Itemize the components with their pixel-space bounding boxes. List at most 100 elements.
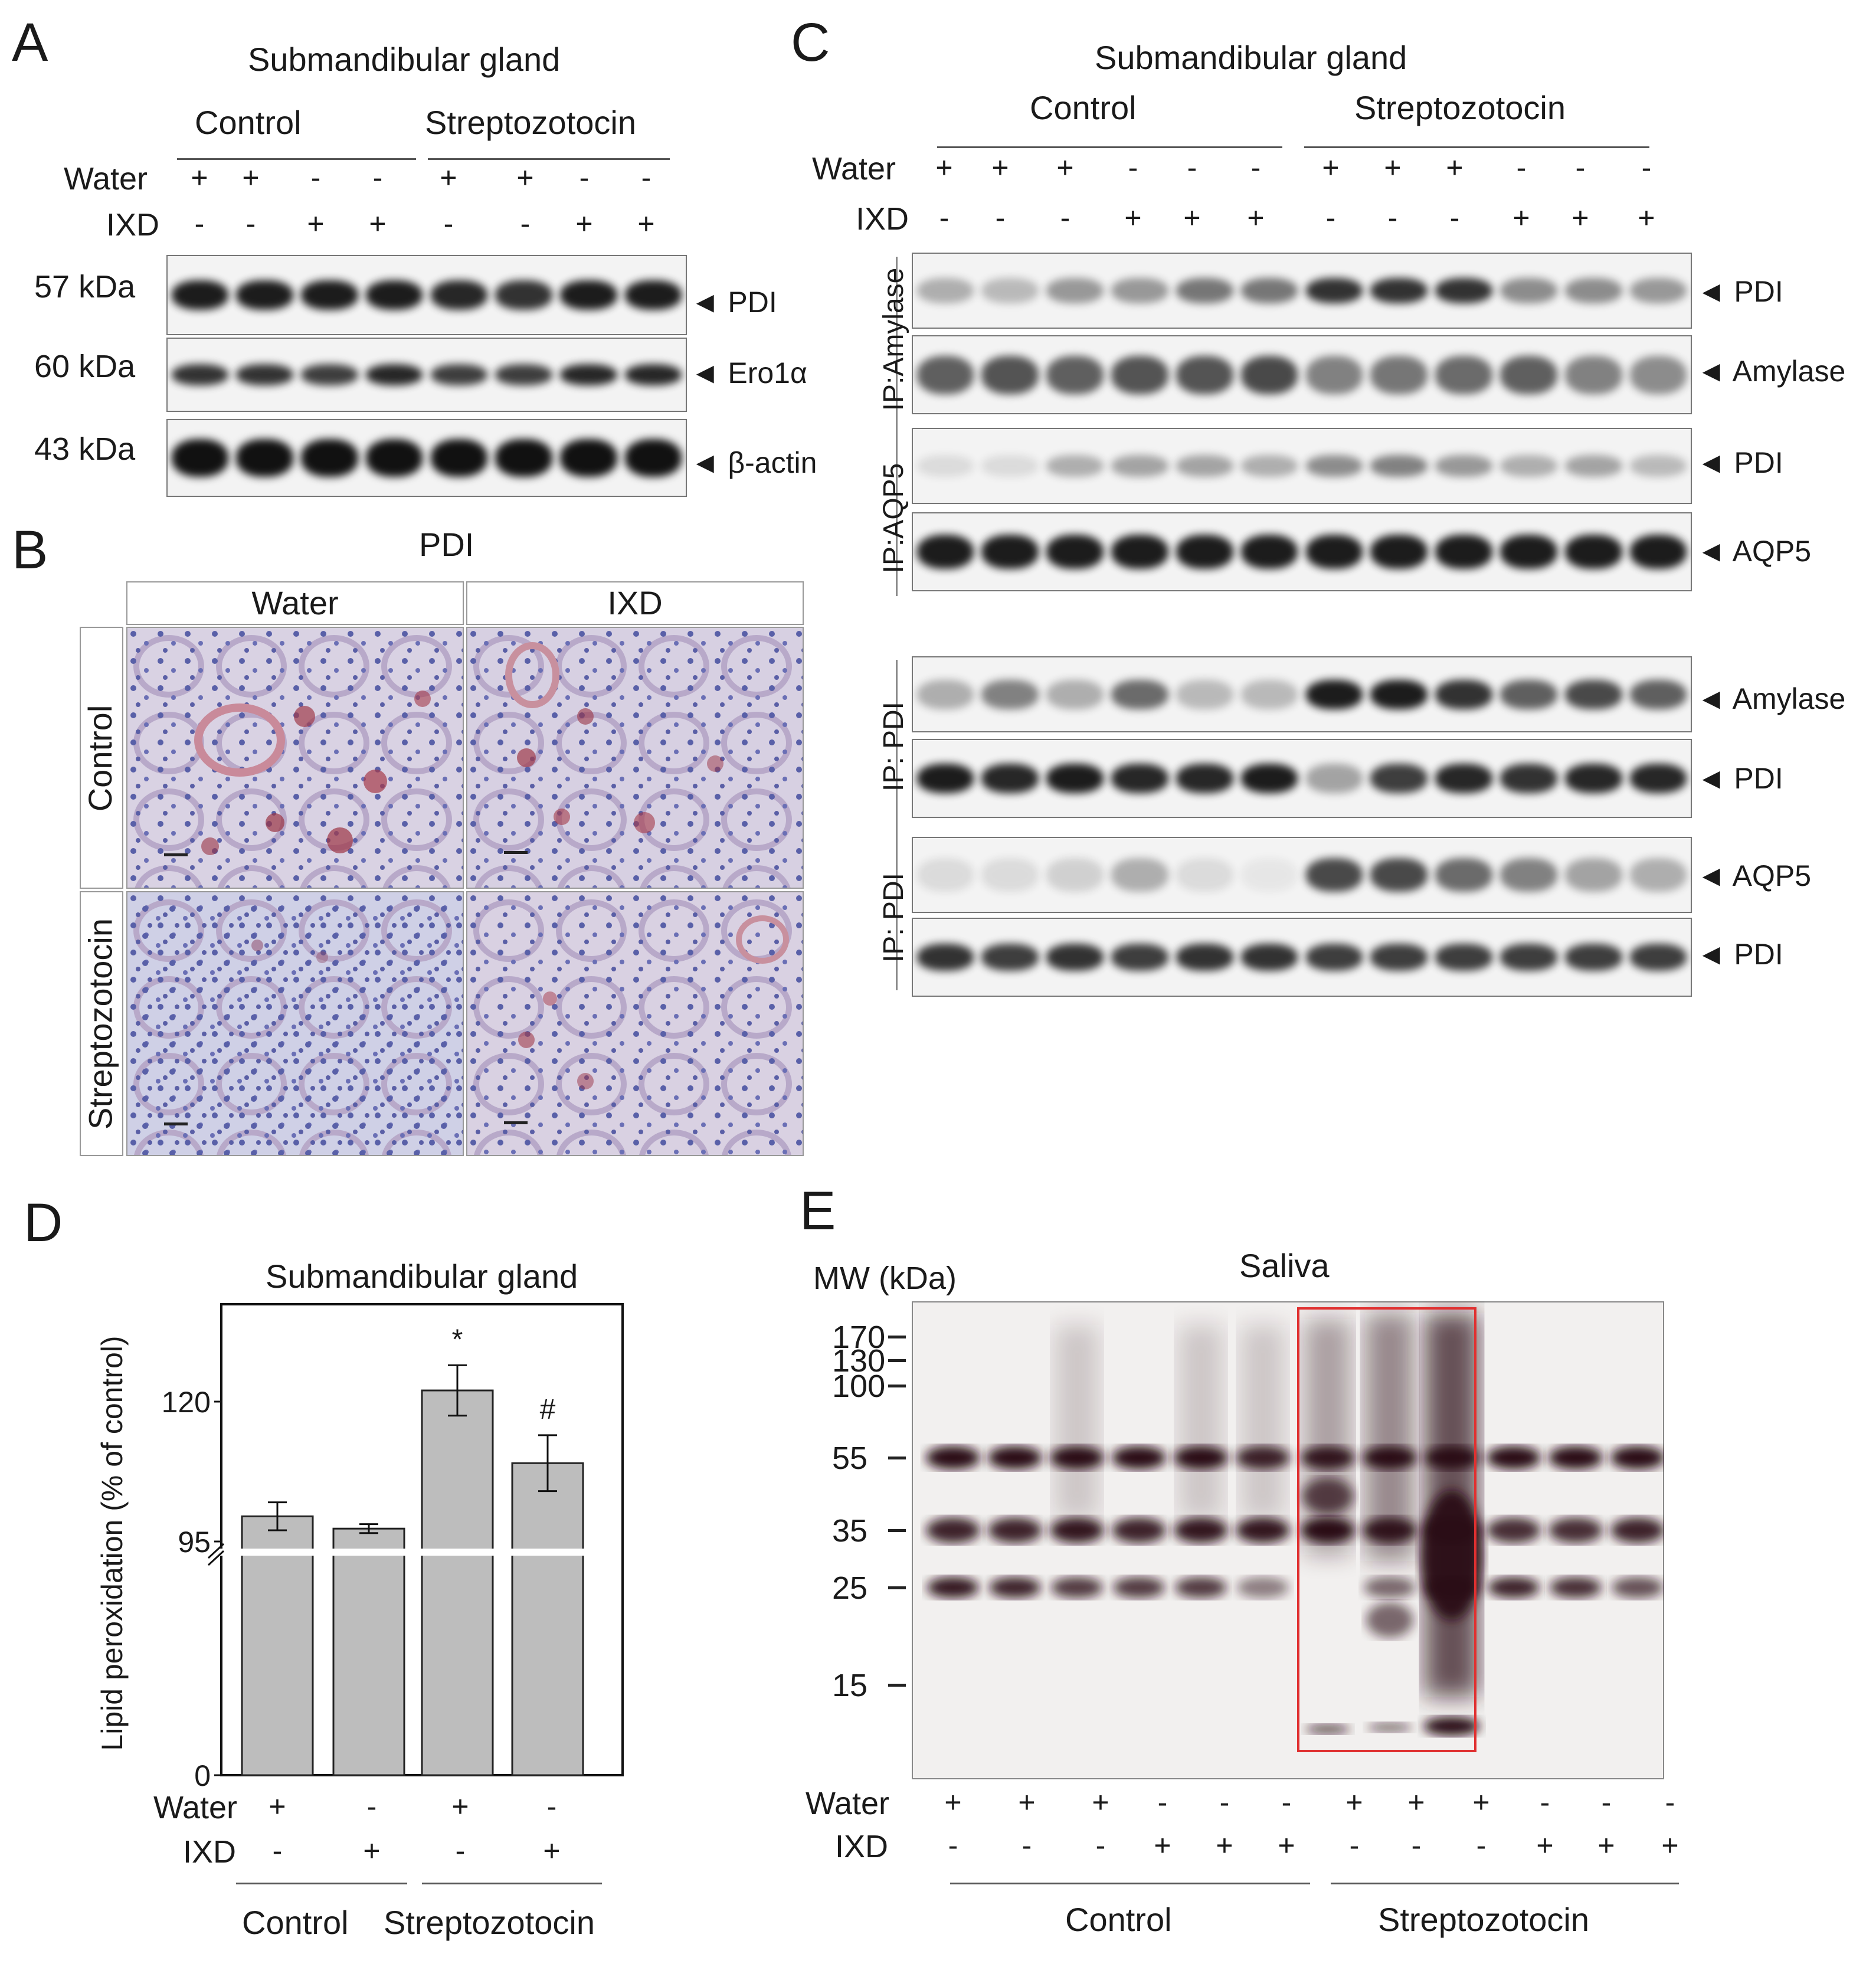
blot-band (981, 679, 1039, 709)
panel-a-mw-3: 43 kDa (34, 431, 136, 467)
sign: - (1325, 201, 1336, 234)
sign: + (935, 151, 953, 184)
panel-a-blot-ero1a (166, 338, 687, 412)
panel-c-blot-aqp5-ip-pdi (912, 428, 1692, 504)
mw-marker-label: 55 (832, 1441, 868, 1476)
panel-e-ixd-label: IXD (835, 1829, 889, 1864)
sign: + (1018, 1786, 1036, 1819)
panel-d-stz-underline (422, 1883, 602, 1884)
axis-break-mark (207, 1550, 225, 1566)
gel-band-25 (1051, 1577, 1103, 1598)
panel-c-label-4: ◄ AQP5 (1697, 535, 1812, 568)
blot-band (171, 364, 229, 386)
panel-a-mw-2: 60 kDa (34, 349, 136, 384)
blot-band (624, 280, 682, 310)
sign: - (1095, 1829, 1106, 1862)
gel-band-35 (1487, 1517, 1541, 1543)
panel-a-ixd-label: IXD (106, 207, 160, 243)
panel-c-water-label: Water (812, 151, 896, 186)
blot-band (1046, 764, 1104, 793)
blot-band (1564, 355, 1622, 394)
sign: + (1278, 1829, 1295, 1862)
panel-c-label-8: ◄ PDI (1697, 938, 1783, 971)
sign: - (372, 161, 383, 194)
blot-band (1500, 944, 1557, 971)
blot-band (495, 364, 552, 386)
blot-band (1046, 355, 1104, 394)
gel-band-55 (926, 1446, 980, 1469)
blot-band (365, 280, 423, 310)
panel-c-ip-bracket-2 (896, 660, 898, 990)
blot-band (916, 944, 974, 971)
sign: - (1449, 201, 1460, 234)
blot-band (1500, 534, 1557, 570)
blot-band (1629, 764, 1687, 793)
sign: + (1154, 1829, 1171, 1862)
gel-band-25 (1237, 1577, 1289, 1598)
panel-e-control-underline (950, 1883, 1310, 1884)
blot-band (1176, 764, 1233, 793)
blot-band (1435, 858, 1492, 892)
blot-band (916, 764, 974, 793)
blot-band (1564, 764, 1622, 793)
sign: - (995, 201, 1006, 234)
panel-a-control-underline (177, 158, 416, 160)
mw-marker-label: 170 (832, 1320, 886, 1355)
panel-c-blot-pdi-ip-amylase (912, 656, 1692, 732)
panel-d-group-control: Control (242, 1904, 349, 1941)
sign: + (1216, 1829, 1233, 1862)
gel-smear (1240, 1325, 1285, 1520)
blot-band (1370, 534, 1428, 570)
panel-b-row-stz-box (80, 891, 123, 1156)
blot-band (1176, 454, 1233, 477)
panel-b-row-control-box (80, 627, 123, 889)
blot-band (1564, 679, 1622, 709)
mw-marker-label: 100 (832, 1369, 886, 1404)
mw-marker-tick (888, 1336, 906, 1338)
blot-band (1176, 858, 1233, 892)
panel-c-label-1: ◄ PDI (1697, 275, 1783, 308)
panel-d-ylabel: Lipid peroxidation (% of control) (96, 1336, 129, 1751)
panel-c-label-5: ◄ Amylase (1697, 682, 1846, 715)
panel-b-col-water: Water (126, 581, 464, 625)
sign: - (1665, 1786, 1675, 1819)
blot-band (1046, 534, 1104, 570)
mw-marker-label: 35 (832, 1513, 868, 1549)
sign: + (1536, 1829, 1554, 1862)
blot-band (1240, 534, 1298, 570)
blot-band (1370, 858, 1428, 892)
panel-d-label: D (24, 1193, 63, 1253)
sign: - (1476, 1829, 1487, 1862)
panel-b-row-stz: Streptozotocin (81, 918, 119, 1130)
panel-c-blot-amylase-ip-pdi (912, 253, 1692, 329)
blot-band (1564, 944, 1622, 971)
blot-band (1176, 355, 1233, 394)
gel-smear-core (1421, 1490, 1482, 1620)
panel-a-label-ero1a: ◄ Ero1α (690, 356, 807, 390)
blot-band (916, 277, 974, 304)
panel-b-image-control-water (126, 627, 464, 889)
blot-band (1240, 944, 1298, 971)
blot-band (1305, 679, 1363, 709)
blot-band (1435, 355, 1492, 394)
blot-band (1111, 764, 1168, 793)
sign: - (1411, 1829, 1422, 1862)
panel-b-image-control-ixd (466, 627, 804, 889)
y-tick-label: 0 (194, 1759, 211, 1792)
blot-band (981, 355, 1039, 394)
blot-band (1500, 454, 1557, 477)
blot-band (301, 439, 358, 477)
blot-band (1370, 679, 1428, 709)
panel-a-water-label: Water (64, 161, 148, 197)
blot-band (1305, 944, 1363, 971)
blot-band (624, 364, 682, 386)
mw-marker-tick (888, 1684, 906, 1687)
sign: + (991, 151, 1009, 184)
sign: + (1638, 201, 1655, 234)
panel-a-title: Submandibular gland (248, 41, 561, 78)
sign: + (269, 1790, 286, 1823)
mw-marker-label: 15 (832, 1668, 868, 1703)
blot-band (916, 355, 974, 394)
gel-band-25 (989, 1577, 1041, 1598)
blot-band (981, 454, 1039, 477)
